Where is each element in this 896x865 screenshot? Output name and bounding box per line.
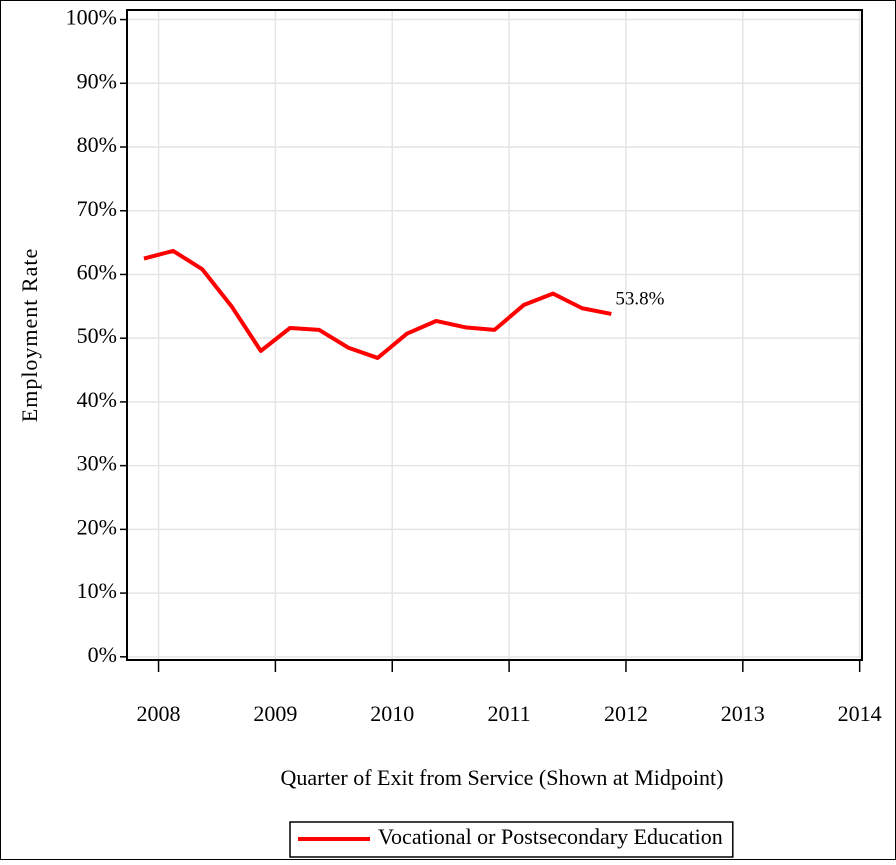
x-tick-label: 2010	[370, 701, 414, 726]
y-tick-label: 50%	[77, 323, 117, 348]
x-tick-label: 2008	[137, 701, 181, 726]
y-tick-label: 20%	[77, 514, 117, 539]
legend-label: Vocational or Postsecondary Education	[378, 824, 723, 849]
x-tick-label: 2012	[604, 701, 648, 726]
y-tick-label: 40%	[77, 387, 117, 412]
y-tick-label: 100%	[66, 5, 117, 30]
x-tick-label: 2014	[838, 701, 882, 726]
x-tick-label: 2013	[721, 701, 765, 726]
line	[143, 248, 612, 360]
y-tick-label: 30%	[77, 451, 117, 476]
legend-box	[289, 821, 734, 858]
y-axis-label: Employment Rate	[17, 248, 42, 422]
y-tick-label: 90%	[77, 68, 117, 93]
y-tick-label: 60%	[77, 260, 117, 285]
x-axis-label: Quarter of Exit from Service (Shown at M…	[281, 765, 724, 790]
y-tick-label: 10%	[77, 578, 117, 603]
y-tick-label: 0%	[88, 642, 117, 667]
plot-border	[126, 9, 863, 661]
y-tick-label: 80%	[77, 132, 117, 157]
x-tick-label: 2009	[253, 701, 297, 726]
value-label: 53.8%	[615, 288, 664, 309]
y-tick-label: 70%	[77, 196, 117, 221]
x-tick-label: 2011	[488, 701, 531, 726]
